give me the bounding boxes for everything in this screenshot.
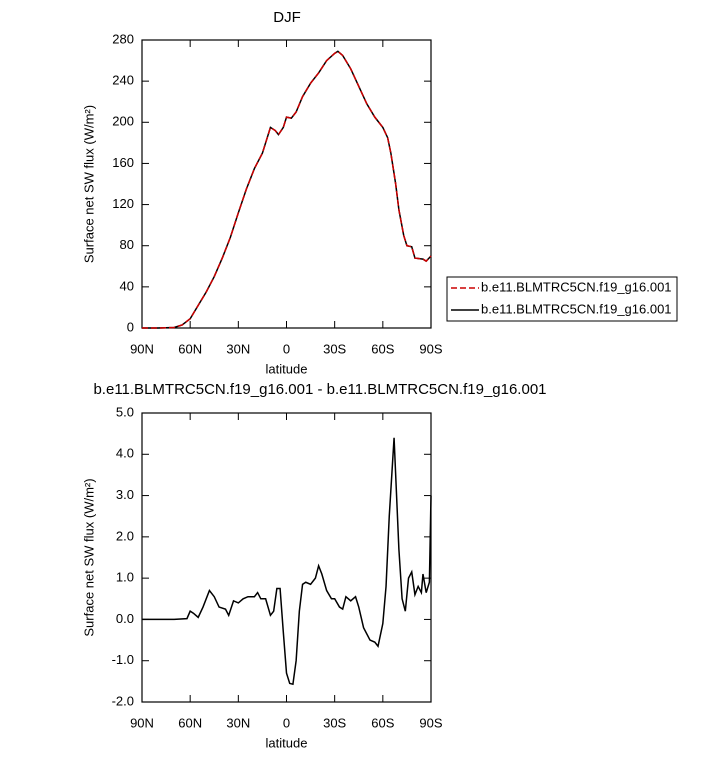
chart-title: DJF [273,9,301,26]
x-tick-label: 30N [226,341,250,356]
x-tick-label: 30N [226,715,250,730]
y-tick-label: 200 [112,114,134,129]
y-tick-label: 160 [112,155,134,170]
x-tick-label: 60S [371,341,394,356]
x-tick-label: 0 [283,341,290,356]
y-tick-label: 120 [112,196,134,211]
data-line [142,437,432,686]
x-tick-label: 60N [178,715,202,730]
x-tick-label: 90N [130,715,154,730]
y-tick-label: 1.0 [116,570,134,585]
x-tick-label: 30S [323,341,346,356]
y-axis-label: Surface net SW flux (W/m²) [81,105,96,263]
y-tick-label: -2.0 [112,693,134,708]
y-axis-label: Surface net SW flux (W/m²) [81,478,96,636]
x-axis-label: latitude [266,361,308,376]
y-tick-label: 2.0 [116,528,134,543]
legend-label: b.e11.BLMTRC5CN.f19_g16.001 [481,279,672,294]
y-tick-label: 40 [120,278,134,293]
y-tick-label: -1.0 [112,652,134,667]
x-axis-label: latitude [266,735,308,750]
y-tick-label: 0.0 [116,611,134,626]
x-tick-label: 60N [178,341,202,356]
data-line [142,50,432,329]
x-tick-label: 60S [371,715,394,730]
data-line [142,50,432,329]
x-tick-label: 90N [130,341,154,356]
legend-label: b.e11.BLMTRC5CN.f19_g16.001 [481,301,672,316]
y-tick-label: 280 [112,31,134,46]
y-tick-label: 5.0 [116,404,134,419]
x-tick-label: 30S [323,715,346,730]
y-tick-label: 80 [120,237,134,252]
y-tick-label: 240 [112,73,134,88]
legend-box [446,276,678,322]
chart-title: b.e11.BLMTRC5CN.f19_g16.001 - b.e11.BLMT… [93,381,546,398]
x-tick-label: 90S [419,715,442,730]
y-tick-label: 0 [127,319,134,334]
y-tick-label: 4.0 [116,446,134,461]
x-tick-label: 0 [283,715,290,730]
plot-frame [141,39,432,329]
x-tick-label: 90S [419,341,442,356]
y-tick-label: 3.0 [116,487,134,502]
